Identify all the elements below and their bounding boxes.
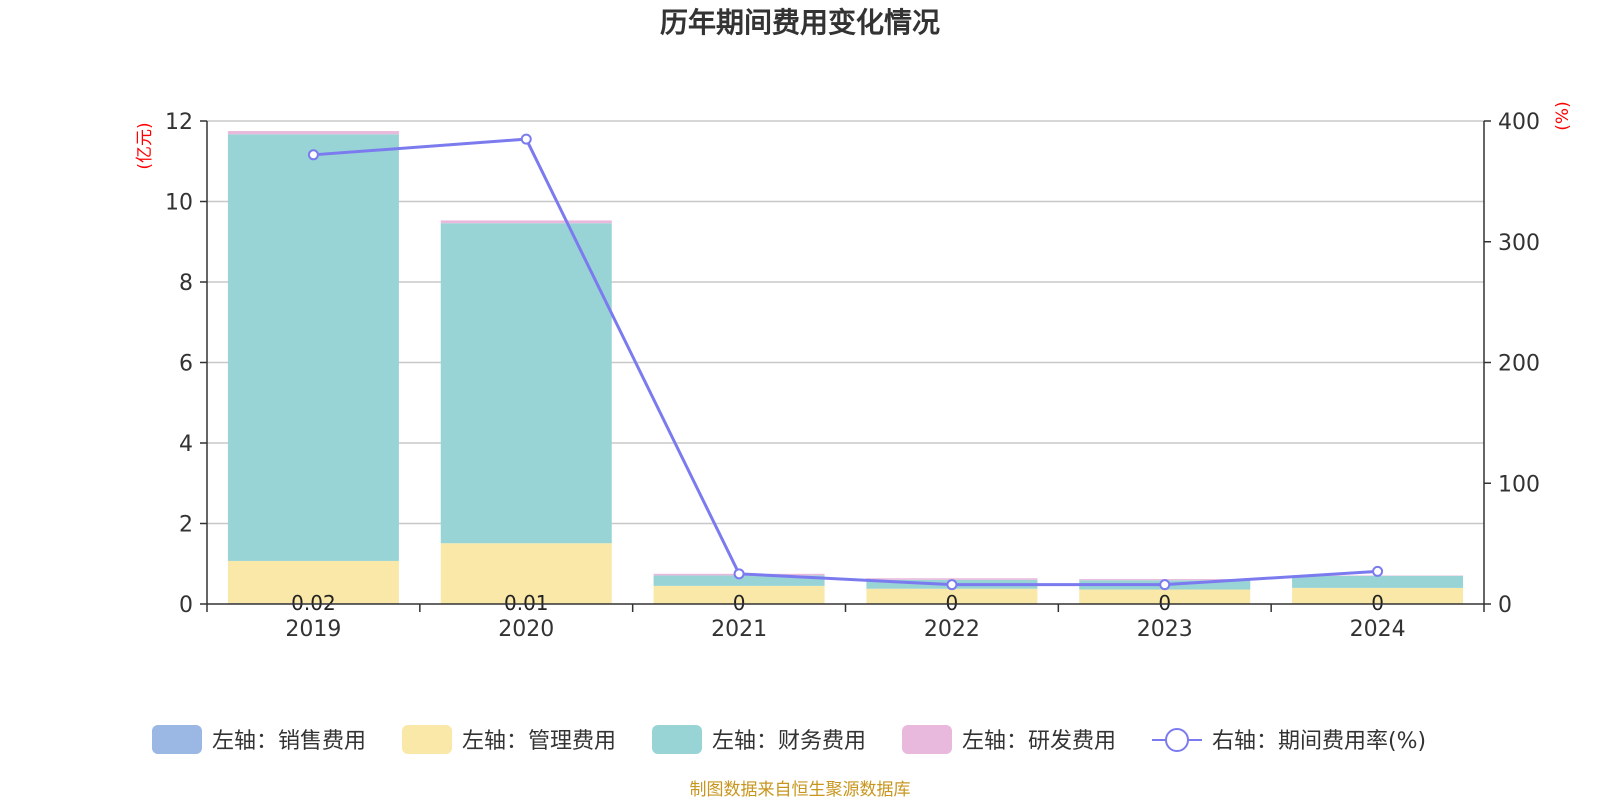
bar-2024-series-1 (1292, 587, 1464, 604)
left-tick-label: 6 (179, 352, 193, 377)
x-tick-label: 2019 (285, 617, 341, 642)
rate-point (733, 568, 745, 580)
right-tick-label: 0 (1498, 593, 1512, 618)
left-tick-label: 8 (179, 271, 193, 296)
legend-label: 左轴：管理费用 (462, 729, 616, 754)
x-tick-label: 2022 (924, 617, 980, 642)
legend-label: 左轴：研发费用 (962, 729, 1116, 754)
left-tick-label: 2 (179, 513, 193, 538)
x-tick-label: 2021 (711, 617, 767, 642)
data-label: 0.01 (504, 591, 549, 615)
rate-point (1372, 565, 1384, 577)
data-label: 0 (946, 591, 959, 615)
bar-2020-series-1 (440, 543, 612, 604)
rate-point (520, 133, 532, 145)
bar-2022-series-3 (866, 578, 1038, 580)
rate-point (946, 579, 958, 591)
legend-swatch (902, 725, 952, 754)
x-tick-label: 2023 (1137, 617, 1193, 642)
left-axis-unit: (亿元) (135, 122, 155, 169)
x-tick-label: 2020 (498, 617, 554, 642)
bar-2019-series-3 (227, 131, 399, 135)
rate-point (307, 149, 319, 161)
rate-line (313, 137, 1378, 587)
data-label: 0 (1158, 591, 1171, 615)
bar-2019-series-1 (227, 560, 399, 604)
grid-lines (207, 120, 1484, 525)
bar-2020-series-3 (440, 220, 612, 224)
chart-title: 历年期间费用变化情况 (660, 6, 940, 39)
bar-2023-series-1 (1079, 589, 1251, 604)
left-tick-label: 12 (165, 110, 193, 135)
data-label: 0 (1371, 591, 1384, 615)
x-tick-label: 2024 (1350, 617, 1406, 642)
data-labels: 0.02 0.01 0 0 0 0 (291, 591, 1384, 615)
data-source-note: 制图数据来自恒生聚源数据库 (690, 780, 911, 800)
left-tick-label: 0 (179, 593, 193, 618)
data-label: 0.02 (291, 591, 336, 615)
legend-label: 右轴：期间费用率(%) (1212, 729, 1426, 754)
legend-marker (1165, 728, 1189, 752)
legend-label: 左轴：财务费用 (712, 729, 866, 754)
bar-2020-series-2 (440, 223, 612, 544)
data-label: 0 (733, 591, 746, 615)
bar-2022-series-1 (866, 588, 1038, 604)
axes-group: 0 2 4 6 8 10 12 0 100 200 300 400 2019 2020 2021 2022 20… (135, 101, 1573, 642)
right-tick-label: 200 (1498, 352, 1540, 377)
right-tick-label: 400 (1498, 110, 1540, 135)
right-tick-label: 100 (1498, 472, 1540, 497)
bar-2019-series-2 (227, 134, 399, 561)
left-tick-label: 4 (179, 432, 193, 457)
right-tick-label: 300 (1498, 231, 1540, 256)
legend-swatch (652, 725, 702, 754)
rate-point (1159, 579, 1171, 591)
bars-group (227, 131, 1464, 604)
rate-line-group (307, 133, 1384, 591)
legend: 左轴：销售费用 左轴：管理费用 左轴：财务费用 左轴：研发费用 右轴：期间费用率(%) (152, 725, 1426, 754)
legend-swatch (152, 725, 202, 754)
right-axis-unit: (%) (1553, 101, 1573, 130)
bar-2021-series-2 (653, 575, 825, 586)
legend-swatch (402, 725, 452, 754)
bar-2021-series-1 (653, 585, 825, 604)
left-tick-label: 10 (165, 191, 193, 216)
legend-label: 左轴：销售费用 (212, 729, 366, 754)
bar-2024-series-2 (1292, 575, 1464, 588)
